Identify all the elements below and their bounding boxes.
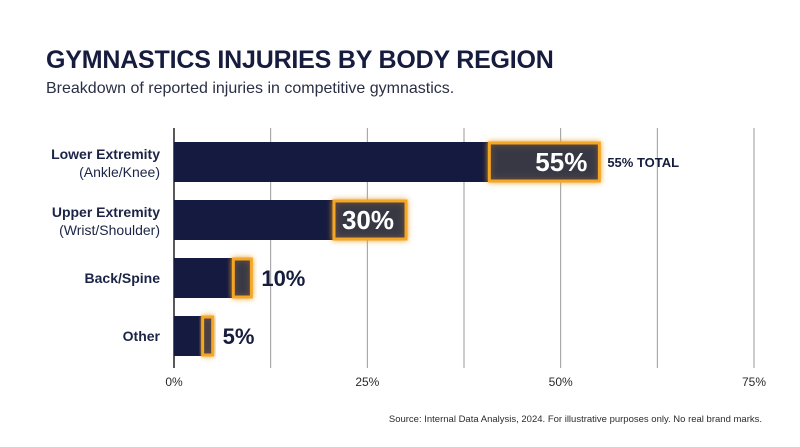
bar-highlight-box: [487, 141, 601, 183]
total-annotation: 55% TOTAL: [607, 155, 679, 170]
category-label-other-name: Other: [122, 328, 160, 344]
bars: 55% 30% 10% 5% 55% TOTAL: [174, 141, 679, 357]
bar-highlight-box: [231, 257, 253, 299]
chart-title: GYMNASTICS INJURIES BY BODY REGION: [46, 46, 554, 74]
source-note: Source: Internal Data Analysis, 2024. Fo…: [388, 414, 762, 425]
bar-value-label: 30%: [342, 205, 394, 235]
bar-value-label: 10%: [261, 266, 305, 291]
category-label-upper-extremity-name: Upper Extremity: [51, 204, 160, 220]
x-tick-label: 50%: [549, 375, 573, 389]
category-label-upper-extremity-detail: (Wrist/Shoulder): [59, 222, 160, 238]
bar-highlight-box: [332, 199, 408, 241]
x-axis-ticks: 0% 25% 50% 75%: [165, 375, 766, 389]
category-label-lower-extremity-name: Lower Extremity: [51, 146, 160, 162]
x-tick-label: 25%: [355, 375, 379, 389]
category-label-upper-extremity: Upper Extremity (Wrist/Shoulder): [0, 203, 160, 239]
category-label-lower-extremity: Lower Extremity (Ankle/Knee): [0, 145, 160, 181]
category-label-lower-extremity-detail: (Ankle/Knee): [79, 164, 160, 180]
chart-subtitle: Breakdown of reported injuries in compet…: [46, 80, 455, 97]
category-label-back-spine-name: Back/Spine: [84, 270, 160, 286]
bar-highlight-box: [201, 315, 215, 357]
x-tick-label: 75%: [742, 375, 766, 389]
bar-value-label: 5%: [223, 324, 255, 349]
bar-value-label: 55%: [535, 147, 587, 177]
x-tick-label: 0%: [165, 375, 183, 389]
category-label-other: Other: [0, 327, 160, 345]
category-label-back-spine: Back/Spine: [0, 269, 160, 287]
